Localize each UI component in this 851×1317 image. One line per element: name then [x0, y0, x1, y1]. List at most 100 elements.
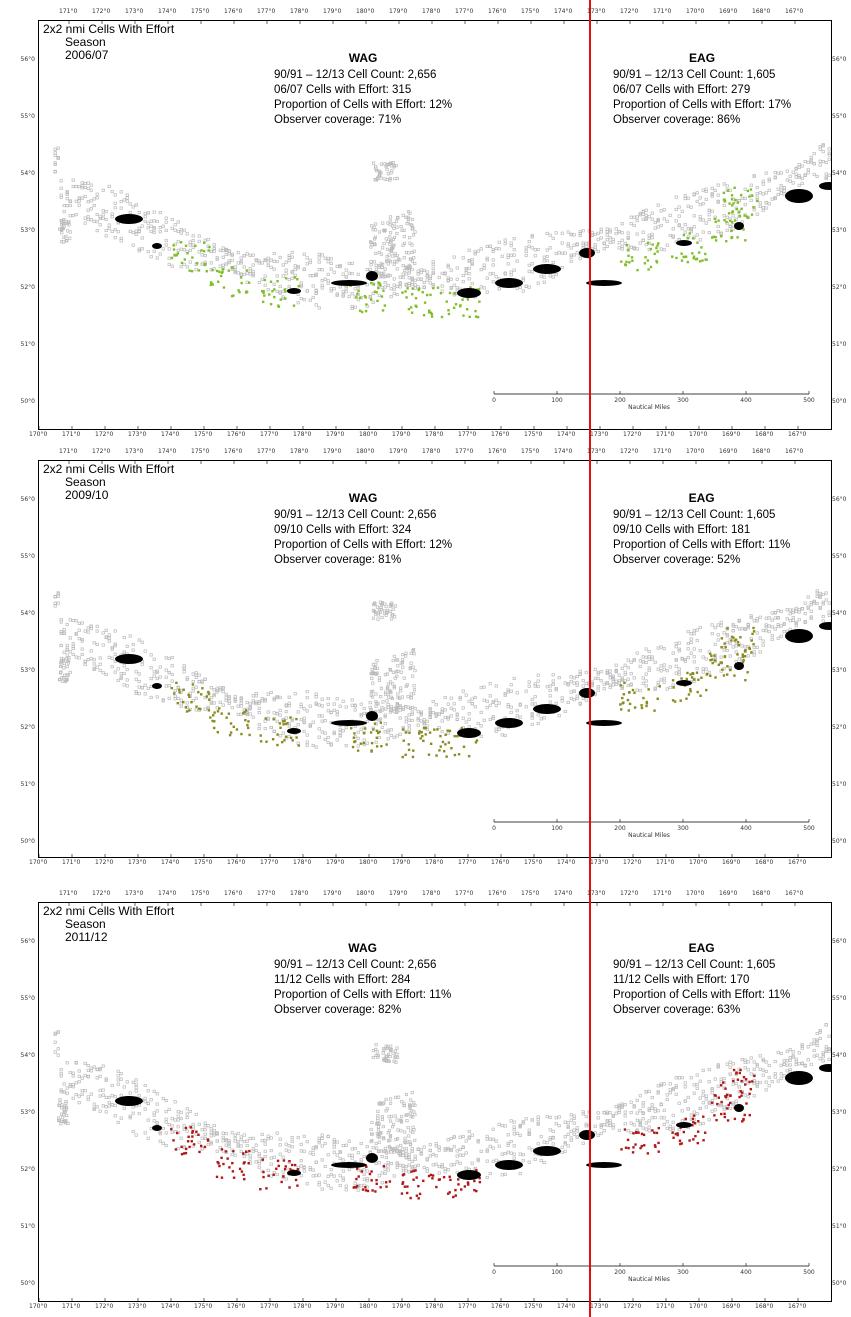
grid-cell [797, 610, 801, 614]
grid-cell [278, 695, 282, 699]
grid-cell [737, 619, 741, 623]
effort-cell [477, 288, 481, 291]
grid-cell [320, 268, 324, 272]
grid-cell [146, 1102, 150, 1106]
grid-cell [767, 1063, 771, 1068]
effort-cell [448, 1191, 451, 1194]
effort-cell [284, 722, 288, 726]
grid-cell [269, 1156, 273, 1160]
grid-cell [71, 184, 75, 189]
grid-cell [299, 281, 303, 285]
island [331, 1162, 367, 1168]
grid-cell [380, 1114, 384, 1119]
island [819, 182, 831, 190]
grid-cell [572, 676, 576, 680]
grid-cell [326, 702, 330, 706]
grid-cell [155, 219, 159, 224]
grid-cell [674, 658, 678, 662]
grid-cell [668, 1088, 672, 1092]
longitude-label-bottom: 179°0 [326, 1303, 345, 1310]
effort-cell [229, 731, 233, 734]
grid-cell [827, 1047, 831, 1052]
longitude-label-bottom: 174°0 [161, 1303, 180, 1310]
grid-cell [656, 667, 660, 671]
effort-cell [671, 1131, 674, 1134]
effort-cell [653, 252, 656, 256]
grid-cell [68, 1070, 72, 1075]
longitude-label-top: 179°0 [323, 448, 342, 455]
grid-cell [77, 628, 81, 632]
grid-cell [68, 214, 72, 218]
panel-title-block: 2x2 nmi Cells With Effort Season 2006/07 [43, 23, 174, 62]
grid-cell [611, 237, 615, 241]
effort-cell [622, 693, 626, 696]
grid-cell [137, 1094, 141, 1098]
grid-cell [110, 1094, 114, 1098]
effort-cell [619, 684, 622, 687]
longitude-label-bottom: 168°0 [755, 1303, 774, 1310]
effort-cell [435, 754, 438, 757]
longitude-label-bottom: 171°0 [62, 859, 81, 866]
grid-cell [388, 1119, 393, 1123]
grid-cell [92, 1065, 96, 1069]
grid-cell [617, 681, 621, 685]
grid-cell [83, 181, 87, 186]
grid-cell [391, 254, 395, 258]
grid-cell [797, 1062, 801, 1066]
grid-cell [524, 1117, 528, 1121]
grid-cell [389, 1044, 393, 1048]
effort-cell [730, 229, 733, 233]
effort-cell [448, 1175, 451, 1178]
grid-cell [431, 283, 435, 287]
grid-cell [503, 1124, 507, 1128]
effort-cell [373, 290, 377, 293]
effort-cell [721, 668, 724, 671]
grid-cell [755, 186, 759, 190]
grid-cell [809, 160, 813, 164]
effort-cell [737, 644, 740, 647]
grid-cell [236, 251, 240, 255]
grid-cell [476, 249, 480, 253]
grid-cell [722, 648, 726, 652]
grid-cell [572, 1121, 576, 1125]
grid-cell [479, 247, 483, 251]
grid-cell [734, 1082, 738, 1086]
grid-cell [86, 217, 90, 222]
grid-cell [173, 1118, 177, 1122]
grid-cell [406, 1140, 410, 1144]
grid-cell [375, 1132, 379, 1136]
grid-cell [752, 1060, 756, 1064]
grid-cell [173, 228, 177, 232]
grid-cell [86, 658, 90, 662]
grid-cell [608, 228, 612, 232]
grid-cell [548, 1136, 552, 1140]
grid-cell [248, 253, 252, 257]
grid-cell [755, 645, 759, 649]
panel-title: 2x2 nmi Cells With Effort [43, 462, 175, 476]
effort-cell [240, 281, 243, 285]
effort-cell [436, 286, 440, 289]
eag-cells-with-effort: 11/12 Cells with Effort: 170 [613, 974, 750, 986]
effort-cell [450, 747, 453, 750]
effort-cell [203, 1145, 207, 1149]
grid-cell [263, 698, 267, 702]
grid-cell [399, 1143, 403, 1147]
longitude-label-top: 175°0 [521, 890, 540, 897]
grid-cell [485, 244, 489, 249]
effort-cell [468, 315, 471, 319]
grid-cell [440, 707, 444, 711]
grid-cell [431, 711, 435, 715]
grid-cell [378, 275, 382, 279]
grid-cell [239, 256, 243, 260]
eag-stats: EAG 90/91 – 12/13 Cell Count: 1,605 09/1… [613, 491, 790, 568]
grid-cell [419, 1151, 423, 1155]
grid-cell [60, 676, 64, 680]
grid-cell [392, 262, 396, 266]
grid-cell [461, 689, 465, 693]
effort-cell [692, 1114, 696, 1117]
effort-cell [173, 254, 176, 257]
grid-cell [596, 672, 600, 676]
grid-cell [389, 1048, 393, 1052]
grid-cell [809, 155, 813, 159]
grid-cell [370, 1120, 374, 1124]
